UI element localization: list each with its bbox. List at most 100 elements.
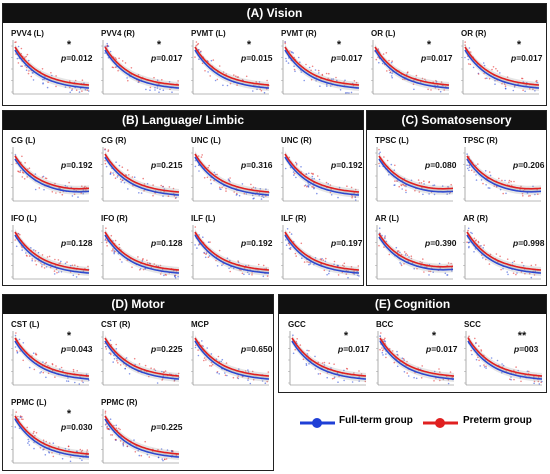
scatter-plot: AR (R) p=0.998 bbox=[463, 214, 545, 280]
full-term-point bbox=[215, 358, 218, 360]
preterm-point bbox=[508, 179, 511, 182]
preterm-point bbox=[126, 169, 129, 171]
full-term-point bbox=[158, 91, 160, 93]
preterm-point bbox=[213, 179, 215, 182]
preterm-point bbox=[294, 348, 296, 351]
full-term-point bbox=[207, 71, 209, 73]
full-term-point bbox=[42, 361, 44, 363]
preterm-point bbox=[162, 371, 165, 373]
preterm-point bbox=[22, 172, 25, 174]
preterm-point bbox=[38, 187, 41, 189]
preterm-point bbox=[483, 244, 485, 246]
full-term-fit-line bbox=[284, 156, 360, 196]
full-term-point bbox=[391, 76, 393, 79]
preterm-point bbox=[137, 74, 140, 76]
full-term-point bbox=[485, 184, 487, 186]
full-term-point bbox=[410, 179, 413, 182]
preterm-point bbox=[233, 74, 235, 76]
preterm-point bbox=[20, 47, 23, 50]
preterm-point bbox=[32, 432, 35, 434]
preterm-point bbox=[381, 349, 384, 352]
preterm-fit-line bbox=[194, 153, 270, 193]
preterm-point bbox=[427, 88, 429, 91]
full-term-point bbox=[197, 48, 200, 51]
full-term-point bbox=[88, 379, 90, 381]
full-term-point bbox=[48, 451, 51, 454]
full-term-point bbox=[358, 376, 360, 378]
full-term-point bbox=[116, 176, 119, 178]
preterm-point bbox=[110, 344, 113, 346]
chart-panel: CG (L) p=0.192 bbox=[5, 131, 93, 207]
preterm-point bbox=[19, 233, 21, 236]
full-term-point bbox=[118, 164, 121, 167]
full-term-point bbox=[43, 78, 45, 81]
preterm-point bbox=[257, 263, 260, 266]
preterm-point bbox=[148, 375, 150, 378]
preterm-point bbox=[203, 177, 206, 179]
full-term-point bbox=[319, 85, 321, 87]
preterm-point bbox=[377, 48, 379, 50]
full-term-point bbox=[163, 274, 165, 277]
preterm-point bbox=[132, 184, 134, 187]
chart-panel: PVMT (L) * p=0.015 bbox=[185, 24, 273, 100]
full-term-point bbox=[113, 358, 116, 360]
preterm-point bbox=[537, 376, 540, 378]
scatter-plot: IFO (L) p=0.128 bbox=[11, 214, 93, 280]
panel-title: AR (R) bbox=[463, 214, 488, 223]
preterm-point bbox=[527, 195, 530, 197]
preterm-point bbox=[241, 272, 244, 275]
preterm-point bbox=[303, 185, 306, 187]
preterm-point bbox=[252, 186, 255, 189]
preterm-point bbox=[537, 380, 540, 383]
full-term-point bbox=[513, 86, 516, 88]
preterm-point bbox=[105, 241, 108, 244]
full-term-point bbox=[258, 81, 261, 83]
preterm-point bbox=[21, 65, 24, 67]
preterm-point bbox=[482, 182, 484, 185]
preterm-point bbox=[195, 44, 198, 47]
preterm-point bbox=[79, 448, 82, 451]
full-term-point bbox=[378, 153, 380, 155]
full-term-point bbox=[71, 89, 73, 92]
full-term-point bbox=[121, 261, 123, 263]
full-term-point bbox=[326, 376, 328, 379]
full-term-point bbox=[475, 164, 477, 167]
full-term-point bbox=[381, 351, 384, 354]
panel-title: PVV4 (R) bbox=[101, 29, 135, 38]
preterm-fit-line bbox=[194, 46, 270, 86]
preterm-point bbox=[152, 184, 154, 186]
preterm-point bbox=[153, 368, 155, 370]
preterm-point bbox=[71, 88, 74, 90]
preterm-point bbox=[209, 75, 211, 77]
full-term-point bbox=[474, 248, 477, 250]
full-term-point bbox=[389, 71, 391, 74]
full-term-point bbox=[226, 374, 228, 377]
full-term-point bbox=[221, 358, 224, 361]
preterm-point bbox=[19, 350, 21, 352]
preterm-point bbox=[59, 262, 62, 264]
full-term-fit-line bbox=[291, 340, 367, 380]
full-term-point bbox=[249, 382, 252, 385]
full-term-point bbox=[41, 264, 43, 266]
preterm-point bbox=[311, 186, 313, 188]
full-term-point bbox=[512, 89, 515, 92]
full-term-fit-line bbox=[194, 340, 270, 380]
full-term-point bbox=[81, 459, 83, 461]
full-term-point bbox=[439, 90, 442, 93]
full-term-point bbox=[511, 261, 514, 264]
full-term-point bbox=[32, 352, 35, 354]
full-term-point bbox=[316, 192, 318, 195]
full-term-point bbox=[37, 251, 40, 254]
full-term-point bbox=[522, 265, 525, 267]
preterm-point bbox=[121, 166, 124, 168]
full-term-point bbox=[109, 172, 112, 175]
full-term-point bbox=[229, 180, 231, 183]
preterm-point bbox=[342, 264, 344, 267]
full-term-point bbox=[326, 83, 328, 86]
preterm-fit-line bbox=[104, 231, 180, 271]
full-term-point bbox=[344, 79, 346, 82]
full-term-point bbox=[286, 228, 289, 230]
full-term-point bbox=[488, 187, 491, 189]
full-term-point bbox=[401, 188, 403, 190]
preterm-point bbox=[51, 363, 54, 365]
